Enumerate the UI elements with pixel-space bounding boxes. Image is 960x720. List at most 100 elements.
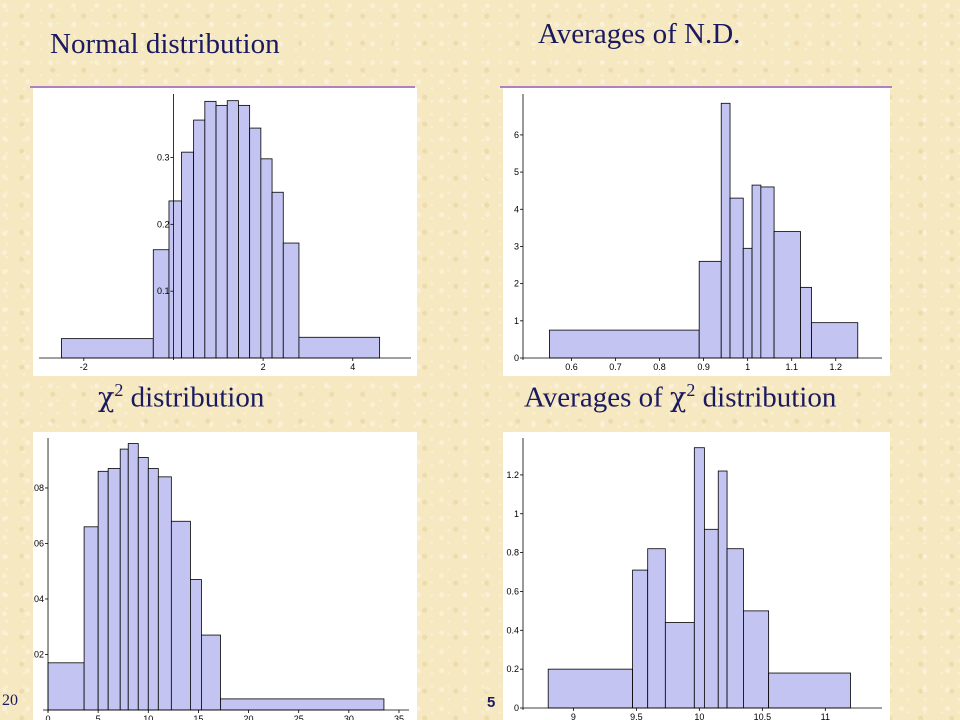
x-tick-label: 4 [350,362,355,372]
histogram-bar [238,104,251,359]
y-tick-label: 6 [514,130,519,140]
title-averages-chi2: Averages of χ2 distribution [524,380,836,415]
histogram-bar [204,100,217,359]
histogram-bar [547,668,633,709]
x-tick-label: 20 [244,714,254,720]
y-tick-label: 3 [514,241,519,251]
histogram-bar [742,247,753,359]
y-tick-label: 1 [514,316,519,326]
histogram-bar [751,184,762,359]
x-tick-label: 9 [571,712,576,720]
histogram-bar [61,338,154,359]
histogram-bar [119,448,129,711]
histogram-bar [220,698,385,711]
x-tick-label: 1.2 [829,362,842,372]
y-tick-label: 0.06 [33,538,44,548]
histogram-chi2-distribution: 0 5 10 15 20 25 30 35 0.02 0.04 0.06 0.08 [33,438,409,720]
x-tick-label: 5 [96,714,101,720]
histogram-bar [170,520,191,711]
y-tick-label: 5 [514,167,519,177]
x-tick-label: 1.1 [785,362,798,372]
histogram-bar [729,197,744,359]
y-tick-label: 0.04 [33,594,44,604]
chart-panel-averages-nd: 0.6 0.7 0.8 0.9 1 1.1 1.2 0 1 2 3 4 5 6 [503,88,890,376]
y-tick-label: 0.3 [157,152,170,162]
x-tick-label: 0.9 [697,362,710,372]
footer-date-fragment: 20 [2,692,18,709]
x-tick-label: 10 [143,714,153,720]
y-tick-label: 2 [514,279,519,289]
x-tick-label: 0.6 [565,362,578,372]
y-tick-label: 0 [514,353,519,363]
x-tick-label: 35 [394,714,404,720]
title-normal-distribution: Normal distribution [50,28,280,60]
chi-superscript: 2 [686,380,696,400]
histogram-bar [190,579,202,711]
chart-panel-chi2: 0 5 10 15 20 25 30 35 0.02 0.04 0.06 0.08 [33,432,417,720]
chi-symbol: χ [670,382,687,414]
y-tick-label: 1.2 [506,470,519,480]
histogram-bar [152,249,170,359]
histogram-bar [249,127,262,359]
histogram-bar [647,548,666,709]
histogram-bar [201,634,221,711]
histogram-bar [181,151,195,359]
histogram-bar [282,242,300,359]
histogram-bar [632,569,649,709]
y-tick-label: 0.8 [506,548,519,558]
histogram-bar [720,102,731,359]
x-tick-label: 10.5 [754,712,772,720]
histogram-bar [760,186,775,359]
histogram-bar [811,322,859,359]
histogram-averages-chi2: 9 9.5 10 10.5 11 0 0.2 0.4 0.6 0.8 1 1.2 [506,438,882,720]
y-tick-label: 0.4 [506,625,519,635]
histogram-bar [260,158,273,359]
histogram-bar [800,286,812,359]
histogram-bar [193,119,206,359]
x-tick-label: 1 [745,362,750,372]
chi-symbol: χ [98,382,115,414]
x-tick-label: 15 [193,714,203,720]
y-tick-label: 0.2 [157,219,170,229]
x-tick-label: 0.8 [653,362,666,372]
y-tick-label: 1 [514,509,519,519]
chart-panel-averages-chi2: 9 9.5 10 10.5 11 0 0.2 0.4 0.6 0.8 1 1.2 [503,432,890,720]
histogram-bar [97,470,109,711]
y-tick-label: 4 [514,204,519,214]
histogram-bar [717,470,728,709]
title-chi2-distribution: χ2 distribution [98,380,264,415]
histogram-bar [703,528,719,709]
x-tick-label: 25 [294,714,304,720]
histogram-bar [226,100,239,359]
x-tick-label: 10 [694,712,704,720]
title-chi2-rest: distribution [130,381,265,414]
histogram-bar [47,662,85,711]
histogram-bar [664,622,695,709]
histogram-bar [107,468,121,711]
histogram-bar [693,447,705,709]
x-tick-label: 9.5 [630,712,643,720]
x-tick-label: 0.7 [609,362,622,372]
y-tick-label: 0.2 [506,664,519,674]
x-tick-label: 11 [821,712,830,720]
x-tick-label: 30 [344,714,354,720]
histogram-bar [271,191,284,359]
histogram-bar [768,672,851,709]
histogram-bar [137,457,149,711]
histogram-bar [157,476,172,711]
y-tick-label: 0.02 [33,649,44,659]
title-averages-nd: Averages of N.D. [538,18,741,50]
histogram-bar [698,260,722,359]
decorative-rule-top-right [500,86,892,88]
histogram-bar [215,104,228,359]
y-tick-label: 0.1 [157,286,170,296]
histogram-normal-distribution: -2 2 4 0.1 0.2 0.3 [39,94,411,372]
histogram-averages-nd: 0.6 0.7 0.8 0.9 1 1.1 1.2 0 1 2 3 4 5 6 [514,94,882,372]
title-averages-chi2-rest: distribution [702,381,837,414]
histogram-bar [147,468,159,711]
histogram-bar [726,548,744,709]
x-tick-label: 0 [46,714,51,720]
decorative-rule-top-left [30,86,415,88]
histogram-bar [773,231,801,359]
x-tick-label: -2 [80,362,88,372]
